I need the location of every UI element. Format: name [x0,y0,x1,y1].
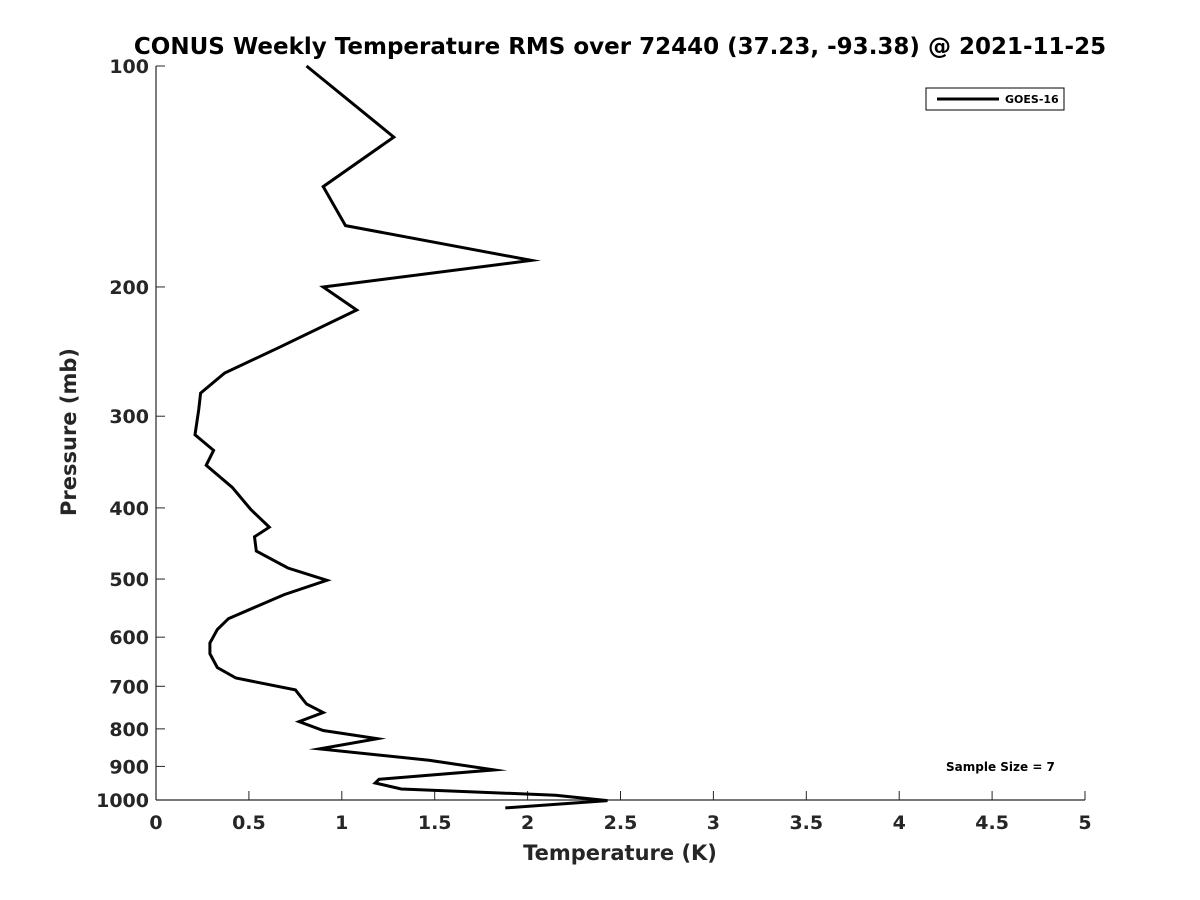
x-tick-label: 0.5 [232,812,266,834]
x-tick-label: 1 [335,812,348,834]
y-tick-label: 1000 [96,790,149,812]
sample-size-annotation: Sample Size = 7 [946,760,1055,774]
y-tick-label: 100 [109,56,149,78]
x-tick-label: 2 [521,812,534,834]
y-axis-ticks: 100 200 300 400 500 600 700 800 900 1000 [96,56,165,812]
y-tick-label: 800 [109,719,149,741]
x-axis-ticks: 0 0.5 1 1.5 2 2.5 3 3.5 4 4.5 5 [149,791,1092,834]
y-tick-label: 200 [109,277,149,299]
x-tick-label: 3.5 [789,812,823,834]
y-tick-label: 400 [109,498,149,520]
x-tick-label: 4 [893,812,906,834]
y-tick-label: 300 [109,406,149,428]
x-tick-label: 2.5 [604,812,638,834]
y-tick-label: 700 [109,676,149,698]
x-tick-label: 4.5 [975,812,1009,834]
legend[interactable]: GOES-16 [925,87,1065,111]
series-layer [193,64,608,810]
series-line-goes-16 [193,64,608,810]
legend-label-goes-16: GOES-16 [1005,93,1059,106]
chart-title: CONUS Weekly Temperature RMS over 72440 … [134,34,1106,60]
x-tick-label: 5 [1078,812,1091,834]
y-axis-label: Pressure (mb) [57,348,81,516]
x-tick-label: 1.5 [418,812,452,834]
x-tick-label: 3 [707,812,720,834]
y-tick-label: 900 [109,756,149,778]
y-tick-label: 600 [109,627,149,649]
x-tick-label: 0 [149,812,162,834]
y-tick-label: 500 [109,569,149,591]
x-axis-label: Temperature (K) [523,841,717,865]
